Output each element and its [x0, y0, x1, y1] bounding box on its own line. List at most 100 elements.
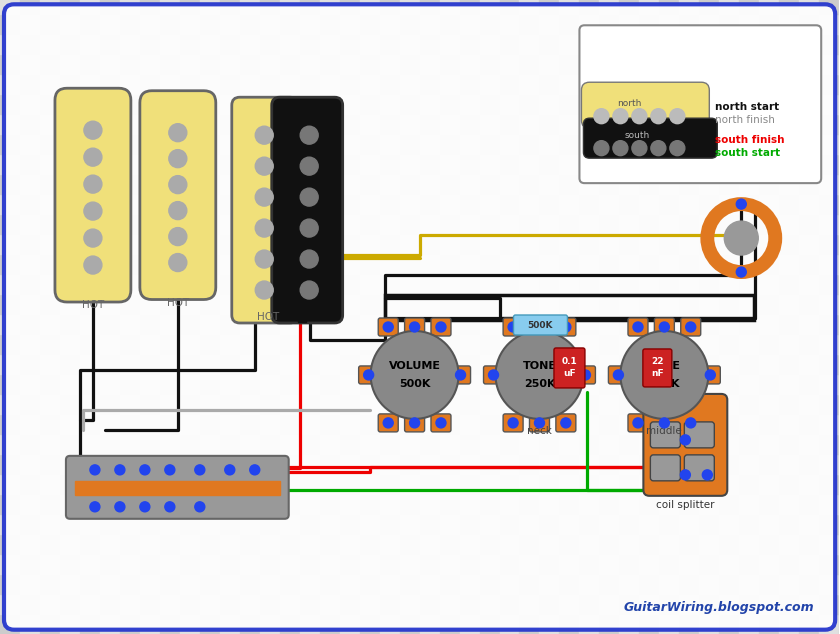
Circle shape: [84, 202, 102, 220]
Bar: [559, 574, 580, 593]
Bar: [819, 154, 839, 174]
Bar: [300, 55, 320, 74]
FancyBboxPatch shape: [232, 97, 297, 323]
Bar: [500, 394, 519, 414]
Bar: [360, 74, 380, 94]
Bar: [680, 614, 700, 634]
Bar: [40, 474, 60, 494]
Bar: [659, 34, 680, 55]
Bar: [200, 494, 220, 514]
Bar: [719, 534, 739, 553]
Circle shape: [115, 465, 125, 475]
Bar: [380, 234, 400, 254]
Bar: [819, 15, 839, 34]
Bar: [40, 194, 60, 214]
Bar: [160, 334, 180, 354]
Bar: [180, 414, 200, 434]
Bar: [780, 55, 799, 74]
Bar: [659, 394, 680, 414]
Text: uF: uF: [563, 370, 575, 378]
Bar: [480, 474, 500, 494]
Bar: [20, 294, 40, 314]
Bar: [619, 154, 639, 174]
Bar: [439, 414, 459, 434]
Bar: [0, 0, 20, 15]
Bar: [300, 593, 320, 614]
Bar: [280, 74, 300, 94]
Bar: [559, 74, 580, 94]
Bar: [40, 274, 60, 294]
Bar: [439, 514, 459, 534]
Bar: [380, 0, 400, 15]
Bar: [239, 474, 260, 494]
Bar: [280, 414, 300, 434]
Bar: [539, 454, 559, 474]
Bar: [60, 334, 80, 354]
Bar: [339, 553, 360, 574]
Bar: [160, 394, 180, 414]
Bar: [659, 134, 680, 154]
Bar: [200, 154, 220, 174]
Bar: [480, 454, 500, 474]
FancyBboxPatch shape: [575, 366, 596, 384]
Bar: [100, 574, 120, 593]
Bar: [780, 174, 799, 194]
Bar: [320, 334, 339, 354]
Bar: [420, 374, 439, 394]
Bar: [680, 254, 700, 274]
Bar: [619, 514, 639, 534]
Bar: [40, 114, 60, 134]
Bar: [519, 414, 539, 434]
Bar: [200, 55, 220, 74]
Bar: [539, 254, 559, 274]
Bar: [297, 314, 306, 322]
Bar: [759, 294, 780, 314]
Bar: [239, 234, 260, 254]
Bar: [220, 214, 239, 234]
Bar: [539, 374, 559, 394]
Circle shape: [169, 202, 186, 219]
Bar: [180, 334, 200, 354]
Bar: [519, 593, 539, 614]
Bar: [0, 254, 20, 274]
Bar: [180, 274, 200, 294]
Bar: [0, 194, 20, 214]
Bar: [759, 614, 780, 634]
Bar: [100, 593, 120, 614]
Bar: [680, 334, 700, 354]
Bar: [719, 114, 739, 134]
Bar: [339, 454, 360, 474]
Bar: [180, 174, 200, 194]
Bar: [600, 274, 619, 294]
Bar: [580, 0, 600, 15]
Bar: [700, 15, 719, 34]
Bar: [40, 154, 60, 174]
Bar: [80, 234, 100, 254]
Bar: [120, 494, 140, 514]
Bar: [780, 114, 799, 134]
Bar: [439, 194, 459, 214]
Bar: [360, 454, 380, 474]
FancyBboxPatch shape: [431, 414, 451, 432]
Circle shape: [685, 418, 696, 428]
Bar: [819, 74, 839, 94]
Bar: [500, 314, 519, 334]
Circle shape: [613, 370, 623, 380]
Bar: [20, 334, 40, 354]
Circle shape: [370, 331, 459, 419]
Bar: [600, 214, 619, 234]
Bar: [600, 534, 619, 553]
Bar: [420, 55, 439, 74]
Bar: [400, 334, 420, 354]
Bar: [659, 553, 680, 574]
Bar: [40, 494, 60, 514]
Bar: [180, 394, 200, 414]
Bar: [420, 534, 439, 553]
Bar: [320, 174, 339, 194]
Bar: [320, 254, 339, 274]
Bar: [120, 334, 140, 354]
Bar: [200, 0, 220, 15]
Bar: [780, 294, 799, 314]
Bar: [600, 114, 619, 134]
Bar: [780, 154, 799, 174]
